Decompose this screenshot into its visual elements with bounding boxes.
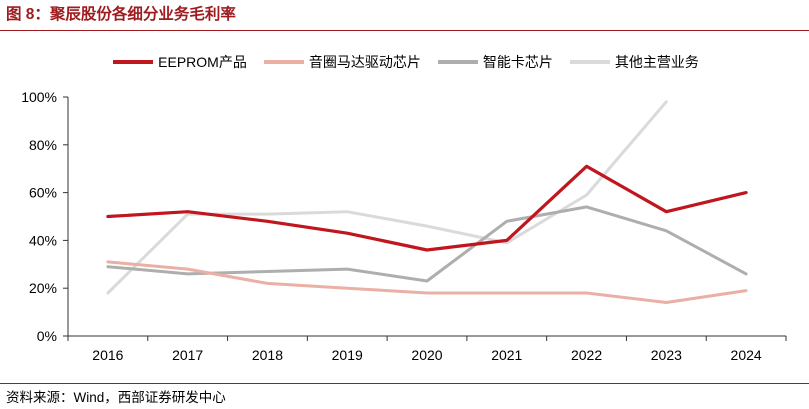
y-tick-label: 100%: [21, 89, 57, 105]
source-note: 资料来源：Wind，西部证券研发中心: [6, 390, 226, 405]
series-line-vcm-driver: [106, 260, 748, 304]
x-tick-label: 2024: [731, 347, 762, 363]
x-tick-label: 2018: [252, 347, 283, 363]
legend-label-eeprom: EEPROM产品: [158, 54, 247, 70]
x-axis: 2016 2017 2018 2019 2020 2021 2022 2023 2024: [67, 335, 787, 363]
legend-swatch-eeprom: [113, 60, 154, 64]
chart-legend: EEPROM产品 音圈马达驱动芯片 智能卡芯片 其他主营业务: [3, 52, 809, 72]
x-tick-label: 2023: [651, 347, 682, 363]
x-tick-label: 2020: [411, 347, 442, 363]
legend-swatch-vcm-driver: [263, 60, 304, 64]
legend-item-eeprom: EEPROM产品: [113, 52, 247, 72]
y-tick-label: 80%: [29, 137, 57, 153]
legend-item-smart-card: 智能卡芯片: [437, 52, 553, 72]
y-tick-label: 20%: [29, 280, 57, 296]
series-lines: [106, 100, 748, 304]
x-tick-label: 2016: [92, 347, 123, 363]
legend-swatch-smart-card: [437, 60, 478, 64]
y-tick-label: 40%: [29, 232, 57, 248]
legend-swatch-other-business: [569, 60, 610, 64]
legend-item-other-business: 其他主营业务: [569, 52, 699, 72]
series-line-eeprom: [106, 164, 748, 252]
x-tick-label: 2022: [571, 347, 602, 363]
legend-label-vcm-driver: 音圈马达驱动芯片: [308, 54, 421, 70]
y-axis: 0% 20% 40% 60% 80% 100%: [21, 89, 69, 344]
legend-item-vcm-driver: 音圈马达驱动芯片: [263, 52, 421, 72]
x-tick-label: 2017: [172, 347, 203, 363]
x-tick-label: 2021: [491, 347, 522, 363]
legend-label-smart-card: 智能卡芯片: [482, 54, 553, 70]
x-tick-label: 2019: [332, 347, 363, 363]
figure-title: 图 8：聚辰股份各细分业务毛利率: [6, 6, 236, 23]
y-tick-label: 60%: [29, 185, 57, 201]
series-line-smart-card: [106, 205, 748, 283]
y-tick-label: 0%: [37, 328, 57, 344]
source-rule: [0, 383, 809, 384]
legend-label-other-business: 其他主营业务: [614, 54, 699, 70]
series-line-other-business: [106, 100, 668, 295]
title-rule: [0, 30, 809, 31]
